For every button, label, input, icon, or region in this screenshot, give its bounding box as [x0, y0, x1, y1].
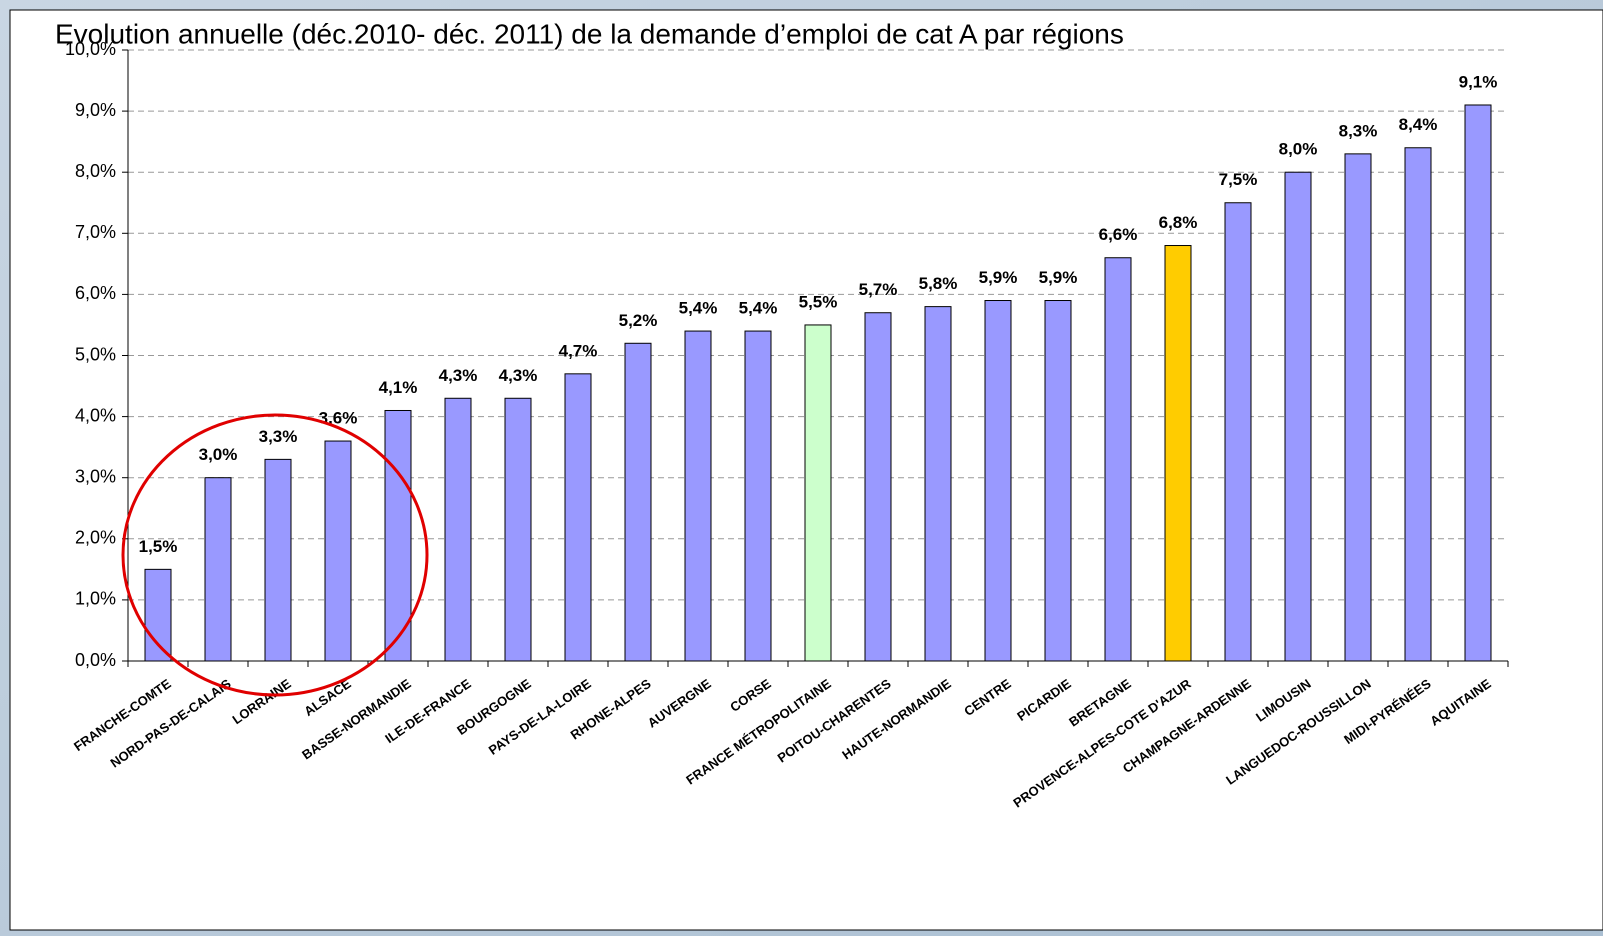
bar — [624, 342, 652, 662]
bar — [1464, 104, 1492, 662]
bar — [204, 477, 232, 662]
bar — [744, 330, 772, 662]
y-tick-label: 1,0% — [75, 589, 116, 609]
bar — [144, 568, 172, 662]
data-label: 8,0% — [1279, 140, 1318, 159]
data-label: 5,5% — [799, 292, 838, 311]
bar — [504, 397, 532, 662]
data-label: 4,3% — [499, 366, 538, 385]
y-tick-label: 0,0% — [75, 650, 116, 670]
data-label: 7,5% — [1219, 170, 1258, 189]
data-label: 6,6% — [1099, 225, 1138, 244]
bar — [1164, 245, 1192, 662]
y-tick-label: 9,0% — [75, 100, 116, 120]
data-label: 3,0% — [199, 445, 238, 464]
bar — [324, 440, 352, 662]
bar — [864, 312, 892, 662]
bar — [804, 324, 832, 662]
data-label: 4,3% — [439, 366, 478, 385]
y-tick-label: 10,0% — [65, 39, 116, 59]
bar — [984, 300, 1012, 662]
bar — [444, 397, 472, 662]
y-tick-label: 2,0% — [75, 528, 116, 548]
bar — [1344, 153, 1372, 662]
y-tick-label: 5,0% — [75, 344, 116, 364]
bar — [924, 306, 952, 662]
data-label: 3,3% — [259, 427, 298, 446]
data-label: 1,5% — [139, 537, 178, 556]
data-label: 4,7% — [559, 341, 598, 360]
bar — [1224, 202, 1252, 662]
y-tick-label: 8,0% — [75, 161, 116, 181]
y-tick-label: 4,0% — [75, 405, 116, 425]
data-label: 5,8% — [919, 274, 958, 293]
bar — [1284, 171, 1312, 662]
data-label: 5,9% — [1039, 268, 1078, 287]
data-label: 8,4% — [1399, 115, 1438, 134]
data-label: 6,8% — [1159, 213, 1198, 232]
data-label: 9,1% — [1459, 72, 1498, 91]
bar — [384, 409, 412, 662]
bar — [264, 458, 292, 662]
data-label: 5,7% — [859, 280, 898, 299]
data-label: 8,3% — [1339, 121, 1378, 140]
chart-title: Evolution annuelle (déc.2010- déc. 2011)… — [55, 18, 1124, 49]
data-label: 5,9% — [979, 268, 1018, 287]
annotation-circle — [121, 413, 429, 697]
bar — [1104, 257, 1132, 662]
bar — [1044, 300, 1072, 662]
y-tick-label: 3,0% — [75, 466, 116, 486]
data-label: 5,2% — [619, 311, 658, 330]
bar — [684, 330, 712, 662]
data-label: 3,6% — [319, 409, 358, 428]
y-tick-label: 7,0% — [75, 222, 116, 242]
data-label: 5,4% — [679, 299, 718, 318]
data-label: 5,4% — [739, 299, 778, 318]
data-label: 4,1% — [379, 378, 418, 397]
bar — [1404, 147, 1432, 662]
bar — [564, 373, 592, 662]
y-tick-label: 6,0% — [75, 283, 116, 303]
